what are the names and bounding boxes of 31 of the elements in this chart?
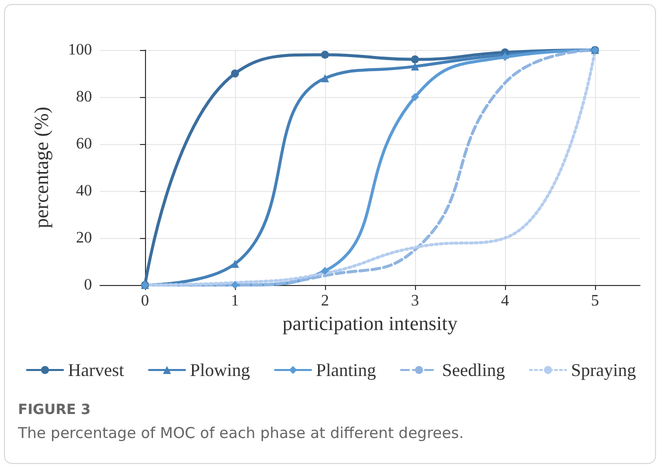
x-axis-title: participation intensity <box>282 312 458 335</box>
point <box>411 62 419 70</box>
point <box>231 260 239 268</box>
y-tick-label: 80 <box>76 88 92 106</box>
text: The percentage of MOC of each phase at different degrees. <box>18 424 464 442</box>
point <box>411 55 419 64</box>
point <box>231 70 239 78</box>
x-tick-label: 5 <box>591 292 599 310</box>
text: FIGURE 3 <box>18 402 91 418</box>
y-tick-label: 20 <box>76 230 92 246</box>
x-tick-label: 1 <box>231 292 239 310</box>
legend-label: Planting <box>316 360 376 380</box>
x-tick-label: 3 <box>411 292 419 310</box>
point <box>321 50 329 59</box>
y-tick-label: 60 <box>76 136 92 152</box>
y-axis-title: percentage (%) <box>31 106 53 228</box>
y-tick-label: 0 <box>84 276 92 294</box>
legend-label: Spraying <box>570 360 636 380</box>
point <box>231 281 239 289</box>
point <box>321 266 329 275</box>
legend-label: Seedling <box>442 360 506 380</box>
point <box>501 53 509 62</box>
legend-label: Plowing <box>190 360 250 380</box>
y-tick-label: 100 <box>68 42 92 58</box>
x-tick-label: 4 <box>501 292 509 310</box>
legend-label: Harvest <box>68 360 124 380</box>
x-tick-label: 2 <box>321 292 329 310</box>
point <box>411 93 419 101</box>
x-tick-label: 0 <box>141 292 149 310</box>
point <box>321 74 329 82</box>
y-tick-label: 40 <box>76 182 92 200</box>
